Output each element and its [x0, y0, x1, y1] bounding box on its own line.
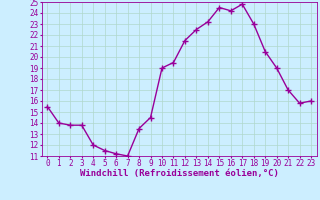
X-axis label: Windchill (Refroidissement éolien,°C): Windchill (Refroidissement éolien,°C) — [80, 169, 279, 178]
